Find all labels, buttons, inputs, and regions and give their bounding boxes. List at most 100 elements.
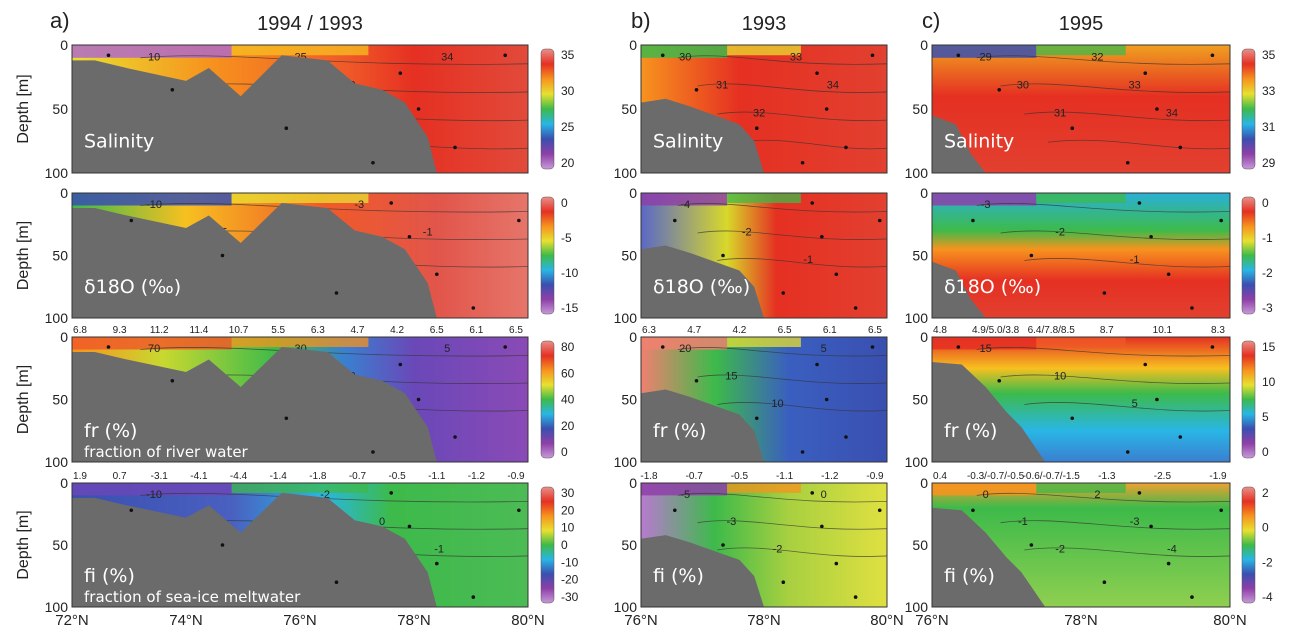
station-dot bbox=[284, 416, 289, 421]
station-dot bbox=[1149, 524, 1153, 529]
station-dot bbox=[503, 53, 508, 58]
contour-line bbox=[677, 55, 888, 65]
station-value: 8.3 bbox=[1211, 325, 1225, 336]
colorbar bbox=[540, 48, 555, 170]
station-value: 6.5 bbox=[868, 325, 882, 336]
x-tick: 76°N bbox=[283, 612, 317, 629]
station-value: -0.7 bbox=[686, 471, 704, 482]
y-tick: 0 bbox=[629, 37, 637, 53]
colorbar-tick: 10 bbox=[561, 521, 575, 535]
station-value: 6.5 bbox=[509, 325, 523, 336]
panel-frame bbox=[931, 336, 1231, 463]
station-dot bbox=[673, 218, 677, 223]
contour-label: 20 bbox=[679, 343, 691, 355]
y-tick: 0 bbox=[629, 185, 637, 201]
station-dot bbox=[1125, 160, 1130, 165]
contour-label: -3 bbox=[981, 199, 991, 211]
contour-line bbox=[1024, 258, 1231, 268]
panel-frame bbox=[71, 482, 529, 608]
station-value: 6.1 bbox=[823, 325, 837, 336]
station-dot bbox=[1143, 362, 1148, 367]
x-tick: 78°N bbox=[1064, 612, 1098, 629]
station-dot bbox=[971, 218, 975, 223]
station-dot bbox=[824, 107, 829, 111]
station-value: -1.2 bbox=[821, 471, 839, 482]
panel-sublabel: fraction of sea-ice meltwater bbox=[84, 588, 301, 606]
bathymetry bbox=[641, 245, 764, 318]
panel-frame bbox=[71, 336, 529, 463]
station-dot bbox=[170, 88, 175, 92]
x-tick: 78°N bbox=[747, 612, 781, 629]
station-dot bbox=[810, 201, 815, 205]
panel-frame bbox=[640, 192, 888, 319]
station-dot bbox=[844, 145, 848, 150]
colorbar-tick: -15 bbox=[561, 301, 579, 315]
column-title-3: 1995 bbox=[1059, 13, 1104, 35]
y-tick: 0 bbox=[920, 475, 928, 491]
station-dot bbox=[220, 543, 225, 547]
colorbar-tick: -2 bbox=[1262, 555, 1273, 569]
station-dot bbox=[1137, 491, 1142, 495]
y-tick: 50 bbox=[912, 101, 928, 117]
station-dot bbox=[371, 160, 375, 165]
contour-label: 32 bbox=[753, 108, 765, 120]
contour-label: 0 bbox=[379, 516, 385, 528]
station-value: -0.9 bbox=[507, 471, 525, 482]
panel-b-row2: -4 -2 -1 δ18O (‰) bbox=[640, 192, 888, 319]
station-value: 6.3 bbox=[311, 325, 325, 336]
station-dot bbox=[106, 53, 111, 58]
column-title-2: 1993 bbox=[742, 13, 787, 35]
column-title-1: 1994 / 1993 bbox=[257, 13, 363, 35]
surface-layer bbox=[932, 193, 1037, 206]
contour-line bbox=[697, 83, 888, 93]
station-dot bbox=[853, 595, 858, 599]
station-dot bbox=[956, 345, 961, 349]
panel-letter-c: c) bbox=[922, 8, 940, 33]
station-dot bbox=[1178, 145, 1183, 150]
station-dot bbox=[1219, 508, 1223, 513]
station-value: -1.1 bbox=[428, 471, 446, 482]
surface-layer bbox=[641, 483, 728, 496]
station-dot bbox=[517, 218, 521, 223]
surface-layer bbox=[72, 193, 232, 206]
station-dot bbox=[1029, 543, 1034, 547]
colorbar-tick: -20 bbox=[561, 573, 579, 587]
station-dot bbox=[1219, 218, 1223, 223]
contour-line bbox=[1000, 374, 1231, 384]
colorbar-tick: 20 bbox=[561, 419, 575, 433]
contour-label: -2 bbox=[1055, 543, 1065, 555]
contour-label: 33 bbox=[1129, 80, 1141, 92]
contour-label: 34 bbox=[441, 51, 453, 63]
y-tick: 100 bbox=[45, 165, 69, 181]
station-value: -3.1 bbox=[151, 471, 169, 482]
bathymetry bbox=[932, 507, 1046, 607]
station-value: 10.1 bbox=[1153, 325, 1173, 336]
station-dot bbox=[754, 416, 759, 421]
station-dot bbox=[1125, 450, 1130, 454]
panel-frame bbox=[640, 336, 888, 463]
y-tick: 0 bbox=[60, 185, 68, 201]
panel-frame bbox=[71, 44, 529, 174]
contour-line bbox=[1000, 520, 1231, 530]
station-value: 11.4 bbox=[190, 325, 209, 336]
station-dot bbox=[820, 524, 824, 529]
contour-line bbox=[1024, 402, 1231, 412]
bathymetry bbox=[641, 535, 764, 607]
contour-label: 15 bbox=[725, 371, 737, 383]
station-dot bbox=[997, 378, 1002, 383]
station-dot bbox=[834, 561, 839, 566]
colorbar bbox=[1241, 196, 1256, 315]
contour-label: -1 bbox=[1130, 254, 1140, 266]
panel-letter-a: a) bbox=[50, 8, 70, 33]
contour-label: 10 bbox=[771, 398, 783, 410]
panel-label: Salinity bbox=[84, 130, 154, 152]
contour-line bbox=[677, 492, 888, 503]
y-tick: 50 bbox=[912, 392, 928, 408]
station-dot bbox=[398, 71, 403, 75]
station-dot bbox=[834, 272, 839, 277]
station-value: -1.1 bbox=[776, 471, 794, 482]
station-dot bbox=[1137, 201, 1142, 205]
colorbar bbox=[540, 196, 555, 315]
contour-line bbox=[976, 203, 1231, 213]
contour-label: 32 bbox=[1091, 51, 1103, 63]
